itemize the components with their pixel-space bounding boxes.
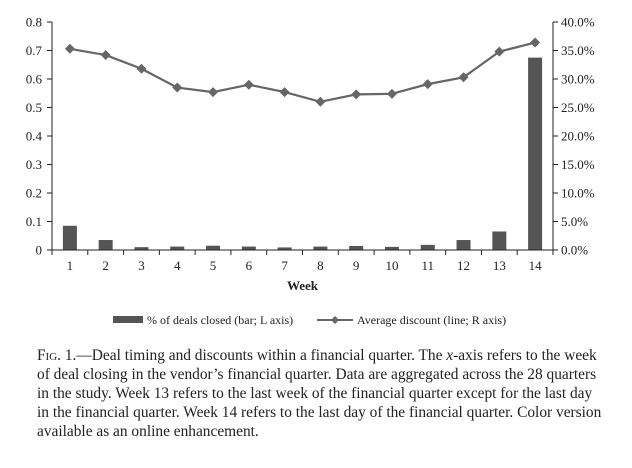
bar [313, 246, 328, 250]
bar [349, 246, 364, 250]
line-point [279, 87, 290, 98]
right-tick-label: 30.0% [561, 72, 595, 87]
x-tick-label: 2 [102, 258, 109, 273]
caption-part-3: -axis refers to the week of deal closing… [37, 347, 602, 440]
bar [420, 244, 435, 250]
bar [492, 231, 507, 250]
deal-timing-chart: 0 0.1 0.2 0.3 0.4 0.5 0.6 0.7 0.8 0.0% 5.0% 10.0% 1… [26, 15, 595, 328]
x-tick-label: 13 [493, 258, 506, 273]
left-tick-label: 0.8 [26, 15, 42, 30]
line-point [208, 87, 219, 98]
bar [456, 240, 471, 250]
line-point [64, 43, 75, 54]
legend-line-label: Average discount (line; R axis) [357, 313, 506, 327]
x-tick-label: 10 [385, 258, 398, 273]
left-axis-ticks: 0 0.1 0.2 0.3 0.4 0.5 0.6 0.7 0.8 [26, 15, 52, 258]
bar [277, 247, 292, 250]
bar [170, 246, 185, 250]
bar [206, 245, 221, 250]
right-tick-label: 20.0% [561, 129, 595, 144]
line-point [172, 82, 183, 93]
bar [384, 246, 399, 250]
left-tick-label: 0.4 [26, 129, 43, 144]
line-series [64, 37, 541, 107]
x-tick-label: 12 [457, 258, 470, 273]
legend-bar-label: % of deals closed (bar; L axis) [147, 313, 293, 327]
x-tick-label: 7 [281, 258, 288, 273]
x-tick-label: 1 [67, 258, 74, 273]
right-tick-label: 25.0% [561, 100, 595, 115]
legend-bar-swatch [113, 316, 143, 323]
line-point [136, 63, 147, 74]
line-point [494, 46, 505, 57]
x-tick-label: 11 [421, 258, 434, 273]
right-tick-label: 5.0% [561, 214, 588, 229]
left-tick-label: 0.6 [26, 72, 43, 87]
line-point [422, 79, 433, 90]
bar [62, 225, 77, 250]
line-point [100, 50, 111, 61]
left-tick-label: 0.7 [26, 43, 43, 58]
x-tick-label: 4 [174, 258, 181, 273]
bar [528, 57, 543, 250]
line-point [386, 88, 397, 99]
left-tick-label: 0.2 [26, 186, 42, 201]
legend-line-marker [331, 316, 339, 324]
right-tick-label: 10.0% [561, 186, 595, 201]
line-point [315, 96, 326, 107]
line-path [69, 41, 536, 103]
caption-part-2: x [446, 347, 454, 364]
right-tick-label: 40.0% [561, 15, 595, 30]
figure-caption: Fig. 1.—Deal timing and discounts within… [37, 346, 607, 441]
legend: % of deals closed (bar; L axis) Average … [113, 313, 506, 327]
x-tick-label: 9 [353, 258, 360, 273]
right-axis-ticks: 0.0% 5.0% 10.0% 15.0% 20.0% 25.0% 30.0% 35.0% 40… [553, 15, 595, 258]
figure-label: Fig. 1. [37, 347, 77, 364]
left-tick-label: 0.5 [26, 100, 42, 115]
x-tick-label: 3 [138, 258, 145, 273]
right-tick-label: 15.0% [561, 157, 595, 172]
x-tick-label: 5 [210, 258, 217, 273]
right-tick-label: 0.0% [561, 243, 588, 258]
caption-part-1: —Deal timing and discounts within a fina… [76, 347, 447, 364]
x-axis-ticks: 1 2 3 4 5 6 7 8 9 10 11 12 13 14 [51, 250, 554, 273]
bar [241, 246, 256, 250]
x-tick-label: 8 [317, 258, 324, 273]
line-point [458, 72, 469, 83]
line-point [243, 79, 254, 90]
bar-series [62, 57, 543, 250]
right-tick-label: 35.0% [561, 43, 595, 58]
left-tick-label: 0 [36, 243, 43, 258]
x-axis-label: Week [287, 278, 319, 293]
bar [134, 247, 149, 250]
line-point [351, 89, 362, 100]
x-tick-label: 6 [246, 258, 253, 273]
line-point [530, 37, 541, 48]
left-tick-label: 0.1 [26, 214, 42, 229]
x-tick-label: 14 [529, 258, 543, 273]
bar [98, 240, 113, 250]
left-tick-label: 0.3 [26, 157, 42, 172]
